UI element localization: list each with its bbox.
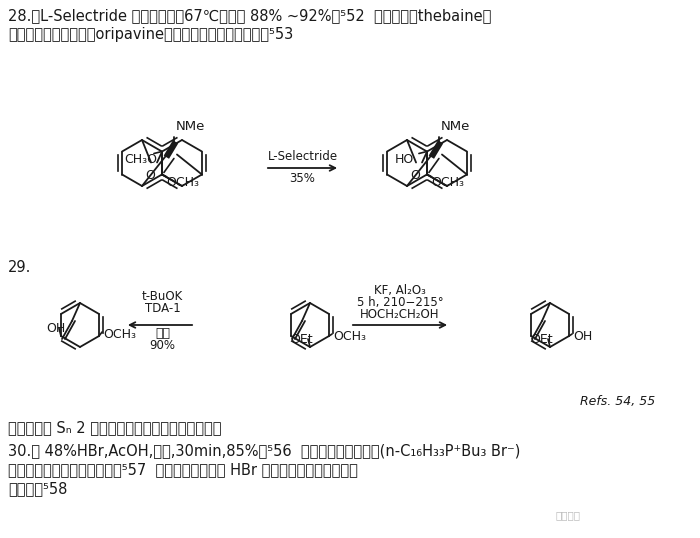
Text: OCH₃: OCH₃ — [431, 176, 464, 189]
Text: OCH₃: OCH₃ — [333, 330, 366, 343]
Text: TDA-1: TDA-1 — [145, 302, 181, 315]
Text: Refs. 54, 55: Refs. 54, 55 — [580, 395, 655, 408]
Text: OEt: OEt — [290, 333, 314, 346]
Text: KF, Al₂O₃: KF, Al₂O₃ — [374, 284, 426, 297]
Text: 该反应的收率明显增加。⁵57  在苄醇存在时，用 HBr 去保护融会产生一个渴化: 该反应的收率明显增加。⁵57 在苄醇存在时，用 HBr 去保护融会产生一个渴化 — [8, 462, 358, 477]
Text: 转变成奥利派温（oripavine）的其它方法是不成功的。⁵53: 转变成奥利派温（oripavine）的其它方法是不成功的。⁵53 — [8, 27, 293, 42]
Text: 有机合成: 有机合成 — [555, 510, 580, 520]
Text: CH₃O: CH₃O — [124, 153, 157, 166]
Text: 甲基断裂是 Sₙ 2 过程，通过消除可能会去掉乙基。: 甲基断裂是 Sₙ 2 过程，通过消除可能会去掉乙基。 — [8, 420, 221, 435]
Text: OCH₃: OCH₃ — [103, 328, 136, 341]
Text: O: O — [410, 169, 420, 182]
Text: 物。⁵58: 物。⁵58 — [8, 481, 67, 496]
Text: 90%: 90% — [150, 339, 176, 352]
Text: OH: OH — [573, 330, 592, 343]
Text: OEt: OEt — [531, 333, 553, 346]
Text: NMe: NMe — [441, 121, 470, 133]
Text: t-BuOK: t-BuOK — [142, 290, 183, 303]
Text: OH: OH — [46, 322, 66, 335]
Text: 35%: 35% — [290, 172, 316, 185]
Text: O: O — [145, 169, 155, 182]
Text: L-Selectride: L-Selectride — [267, 150, 337, 163]
Text: 29.: 29. — [8, 260, 32, 275]
Text: HO: HO — [395, 153, 414, 166]
Text: 30.　 48%HBr,AcOH,回流,30min,85%。⁵56  如果用相转移催化剂(n-C₁₆H₃₃P⁺Bu₃ Br⁻): 30. 48%HBr,AcOH,回流,30min,85%。⁵56 如果用相转移催… — [8, 443, 520, 458]
Text: 5 h, 210−215°: 5 h, 210−215° — [357, 296, 443, 309]
Text: 微波: 微波 — [155, 327, 170, 340]
Text: OCH₃: OCH₃ — [166, 176, 199, 189]
Text: HOCH₂CH₂OH: HOCH₂CH₂OH — [360, 308, 440, 321]
Text: NMe: NMe — [176, 121, 205, 133]
Text: 28.　L-Selectride 或超氧化物，67℃，收率 88% ~92%。⁵52  将蒂巴固（thebaine）: 28. L-Selectride 或超氧化物，67℃，收率 88% ~92%。⁵… — [8, 8, 491, 23]
